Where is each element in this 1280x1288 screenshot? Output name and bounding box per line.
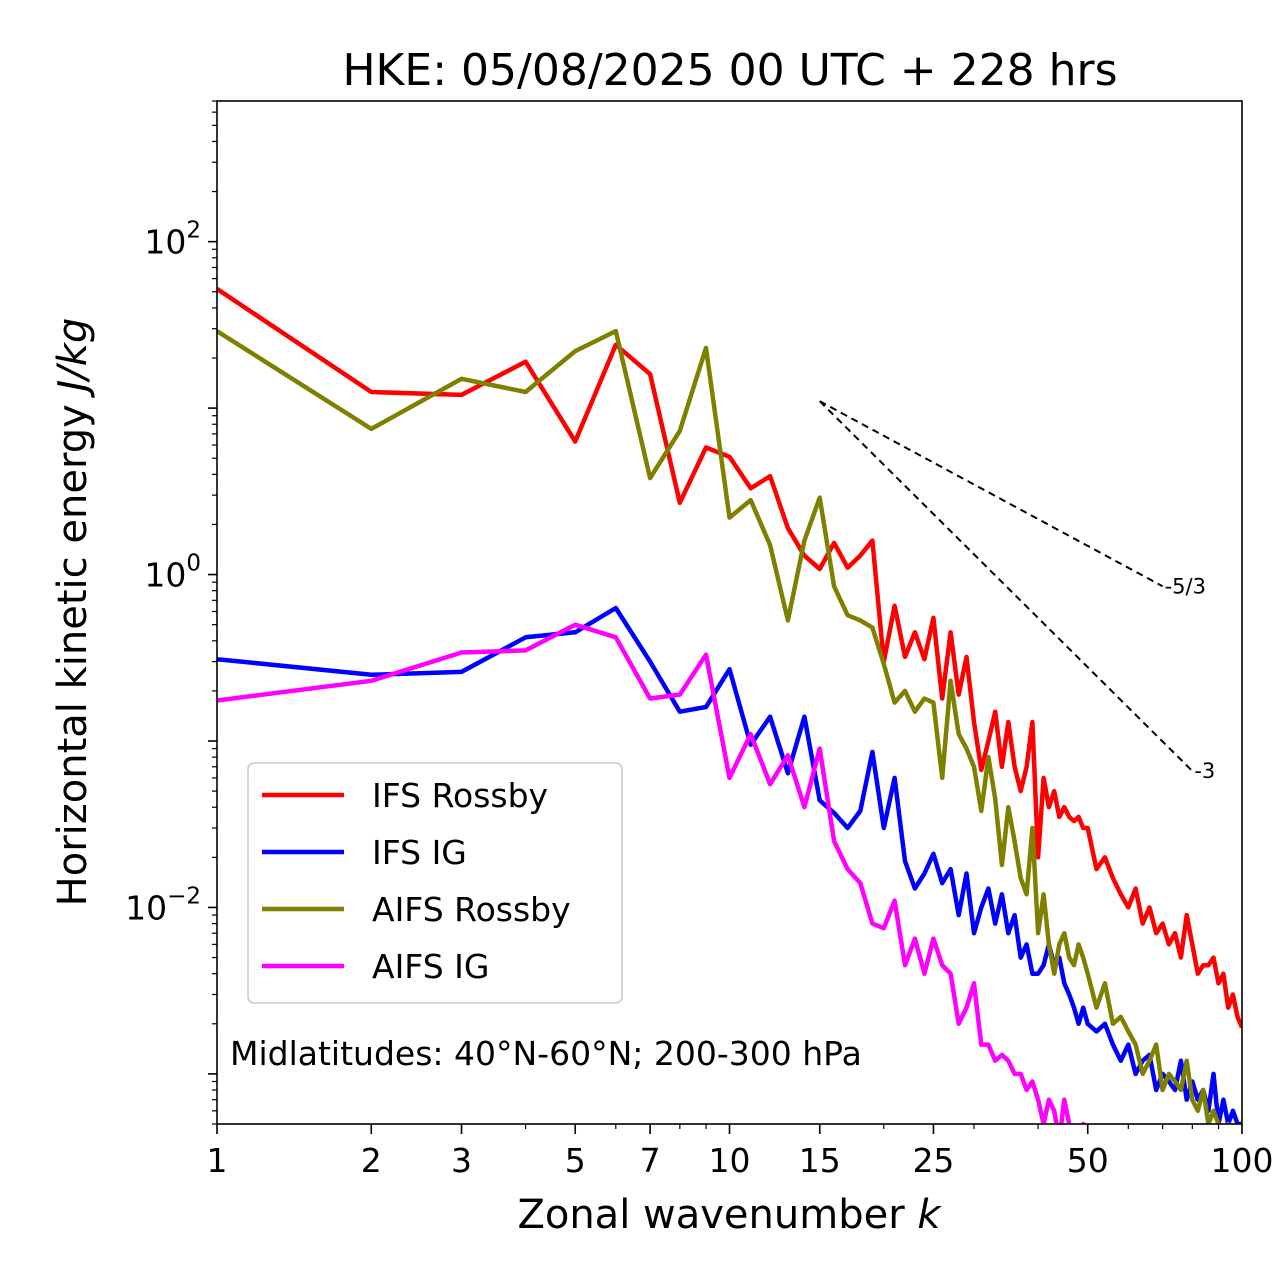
legend-label-ifs-ig: IFS IG	[372, 833, 467, 872]
series-layer	[217, 287, 1242, 1124]
x-axis-label-text: Zonal wavenumber	[517, 1192, 905, 1238]
x-tick-label: 15	[799, 1141, 841, 1180]
series-line-aifs-ig	[217, 622, 1086, 1124]
x-tick-label: 25	[912, 1141, 954, 1180]
x-axis: 1 2 3 5 7 10 15 25 50 100	[207, 1124, 1274, 1180]
y-axis-label: Horizontal kinetic energy J/kg	[50, 318, 96, 907]
reference-slopes	[819, 400, 1194, 772]
slope-3-label: -3	[1194, 759, 1215, 783]
y-axis-label-unit: J/kg	[50, 318, 96, 399]
x-tick-label: 50	[1067, 1141, 1109, 1180]
series-line-aifs-rossby	[217, 328, 1231, 1124]
region-annotation: Midlatitudes: 40°N-60°N; 200-300 hPa	[230, 1034, 862, 1073]
series-line-ifs-rossby	[217, 287, 1242, 1029]
x-tick-label: 10	[709, 1141, 751, 1180]
y-tick-label: 100	[144, 551, 201, 595]
x-tick-label: 5	[565, 1141, 586, 1180]
legend: IFS Rossby IFS IG AIFS Rossby AIFS IG	[247, 762, 623, 1004]
y-axis: 10−2 100 102	[125, 100, 217, 1125]
x-tick-label: 2	[361, 1141, 382, 1180]
series-line-ifs-ig	[217, 605, 1242, 1124]
x-axis-label: Zonal wavenumber k	[517, 1192, 942, 1238]
chart-title: HKE: 05/08/2025 00 UTC + 228 hrs	[342, 45, 1117, 96]
x-tick-label: 1	[207, 1141, 228, 1180]
legend-items: IFS Rossby IFS IG AIFS Rossby AIFS IG	[262, 776, 571, 986]
x-tick-label: 7	[640, 1141, 661, 1180]
legend-label-aifs-rossby: AIFS Rossby	[372, 890, 571, 929]
slope-5-3-line	[819, 400, 1164, 588]
y-tick-label: 10−2	[125, 883, 201, 927]
legend-box	[247, 762, 623, 1004]
slope-5-3-label: -5/3	[1165, 574, 1206, 598]
slope-3-line	[819, 400, 1194, 772]
y-tick-label: 102	[144, 218, 201, 262]
x-axis-label-var: k	[917, 1192, 942, 1238]
x-tick-label: 3	[451, 1141, 472, 1180]
y-axis-label-text: Horizontal kinetic energy	[50, 404, 96, 906]
legend-label-ifs-rossby: IFS Rossby	[372, 776, 548, 815]
legend-label-aifs-ig: AIFS IG	[372, 947, 489, 986]
x-tick-label: 100	[1211, 1141, 1274, 1180]
